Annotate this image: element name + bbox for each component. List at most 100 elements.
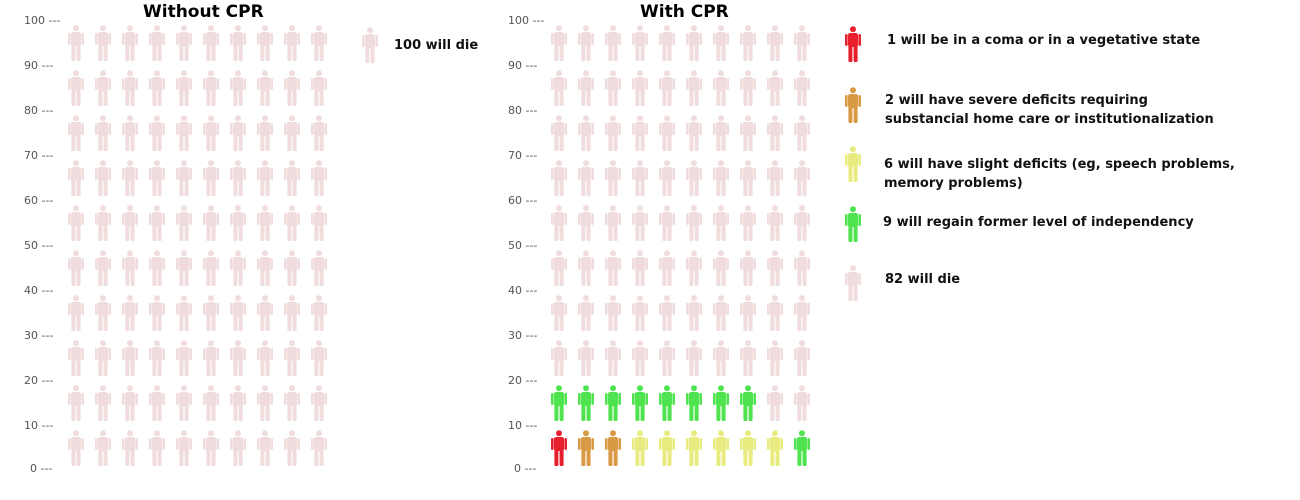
y-tick-label: 100 --- (508, 14, 545, 27)
person-icon (149, 295, 165, 331)
person-icon (767, 160, 783, 196)
person-icon (740, 295, 756, 331)
person-icon (149, 250, 165, 286)
person-icon (230, 70, 246, 106)
person-icon (176, 340, 192, 376)
person-icon (659, 295, 675, 331)
person-icon (713, 250, 729, 286)
person-icon (767, 340, 783, 376)
person-icon (95, 205, 111, 241)
person-icon (68, 205, 84, 241)
person-icon (95, 340, 111, 376)
y-tick-label: 40 --- (508, 284, 538, 297)
person-icon (203, 25, 219, 61)
person-icon (551, 70, 567, 106)
y-tick-label: 80 --- (24, 104, 54, 117)
person-icon (659, 205, 675, 241)
person-icon (257, 25, 273, 61)
person-icon (203, 115, 219, 151)
person-icon (176, 250, 192, 286)
person-icon (632, 340, 648, 376)
person-icon (149, 160, 165, 196)
person-icon (149, 70, 165, 106)
legend-label: 100 will die (394, 38, 479, 53)
person-icon (68, 160, 84, 196)
person-icon (659, 115, 675, 151)
person-icon (95, 430, 111, 466)
y-tick-label: 30 --- (508, 329, 538, 342)
person-icon (122, 70, 138, 106)
person-icon (311, 160, 327, 196)
person-icon (95, 160, 111, 196)
person-icon (794, 295, 810, 331)
legend-label: 82 will die (885, 272, 961, 287)
person-icon (740, 205, 756, 241)
person-icon (230, 385, 246, 421)
y-tick-label: 0 --- (30, 462, 53, 475)
person-icon (68, 385, 84, 421)
person-icon (230, 25, 246, 61)
person-icon (149, 385, 165, 421)
person-icon (686, 115, 702, 151)
person-icon (257, 430, 273, 466)
person-icon (284, 160, 300, 196)
person-icon (578, 70, 594, 106)
person-icon (257, 115, 273, 151)
person-icon (95, 70, 111, 106)
person-icon (284, 205, 300, 241)
person-icon (740, 430, 756, 466)
person-icon (659, 340, 675, 376)
person-icon (176, 430, 192, 466)
person-icon (740, 385, 756, 421)
person-icon (68, 115, 84, 151)
person-icon (686, 250, 702, 286)
y-tick-label: 50 --- (24, 239, 54, 252)
person-icon (632, 160, 648, 196)
person-icon (659, 25, 675, 61)
person-icon (632, 385, 648, 421)
person-icon (230, 205, 246, 241)
person-icon (686, 70, 702, 106)
person-icon (740, 250, 756, 286)
person-icon (311, 25, 327, 61)
person-icon (203, 295, 219, 331)
person-icon (740, 340, 756, 376)
person-icon (176, 295, 192, 331)
y-tick-label: 50 --- (508, 239, 538, 252)
person-icon (176, 25, 192, 61)
person-icon (578, 25, 594, 61)
person-icon (713, 385, 729, 421)
person-icon (659, 385, 675, 421)
person-icon (203, 250, 219, 286)
person-icon (632, 295, 648, 331)
person-icon (686, 430, 702, 466)
person-icon (659, 160, 675, 196)
y-tick-label: 70 --- (24, 149, 54, 162)
person-icon (149, 340, 165, 376)
person-icon (740, 115, 756, 151)
person-icon (284, 115, 300, 151)
person-icon (230, 160, 246, 196)
legend-person-icon (362, 27, 378, 63)
person-icon (311, 295, 327, 331)
person-icon (794, 430, 810, 466)
chart-title-without-cpr: Without CPR (143, 2, 264, 22)
person-icon (632, 205, 648, 241)
person-icon (95, 115, 111, 151)
y-tick-label: 30 --- (24, 329, 54, 342)
person-icon (122, 25, 138, 61)
person-icon (740, 160, 756, 196)
person-icon (68, 25, 84, 61)
person-icon (176, 385, 192, 421)
person-icon (230, 430, 246, 466)
y-tick-label: 80 --- (508, 104, 538, 117)
person-icon (767, 25, 783, 61)
person-icon (68, 340, 84, 376)
person-icon (551, 25, 567, 61)
person-icon (230, 340, 246, 376)
person-icon (605, 295, 621, 331)
person-icon (95, 295, 111, 331)
person-icon (311, 115, 327, 151)
person-icon (767, 385, 783, 421)
person-icon (659, 70, 675, 106)
